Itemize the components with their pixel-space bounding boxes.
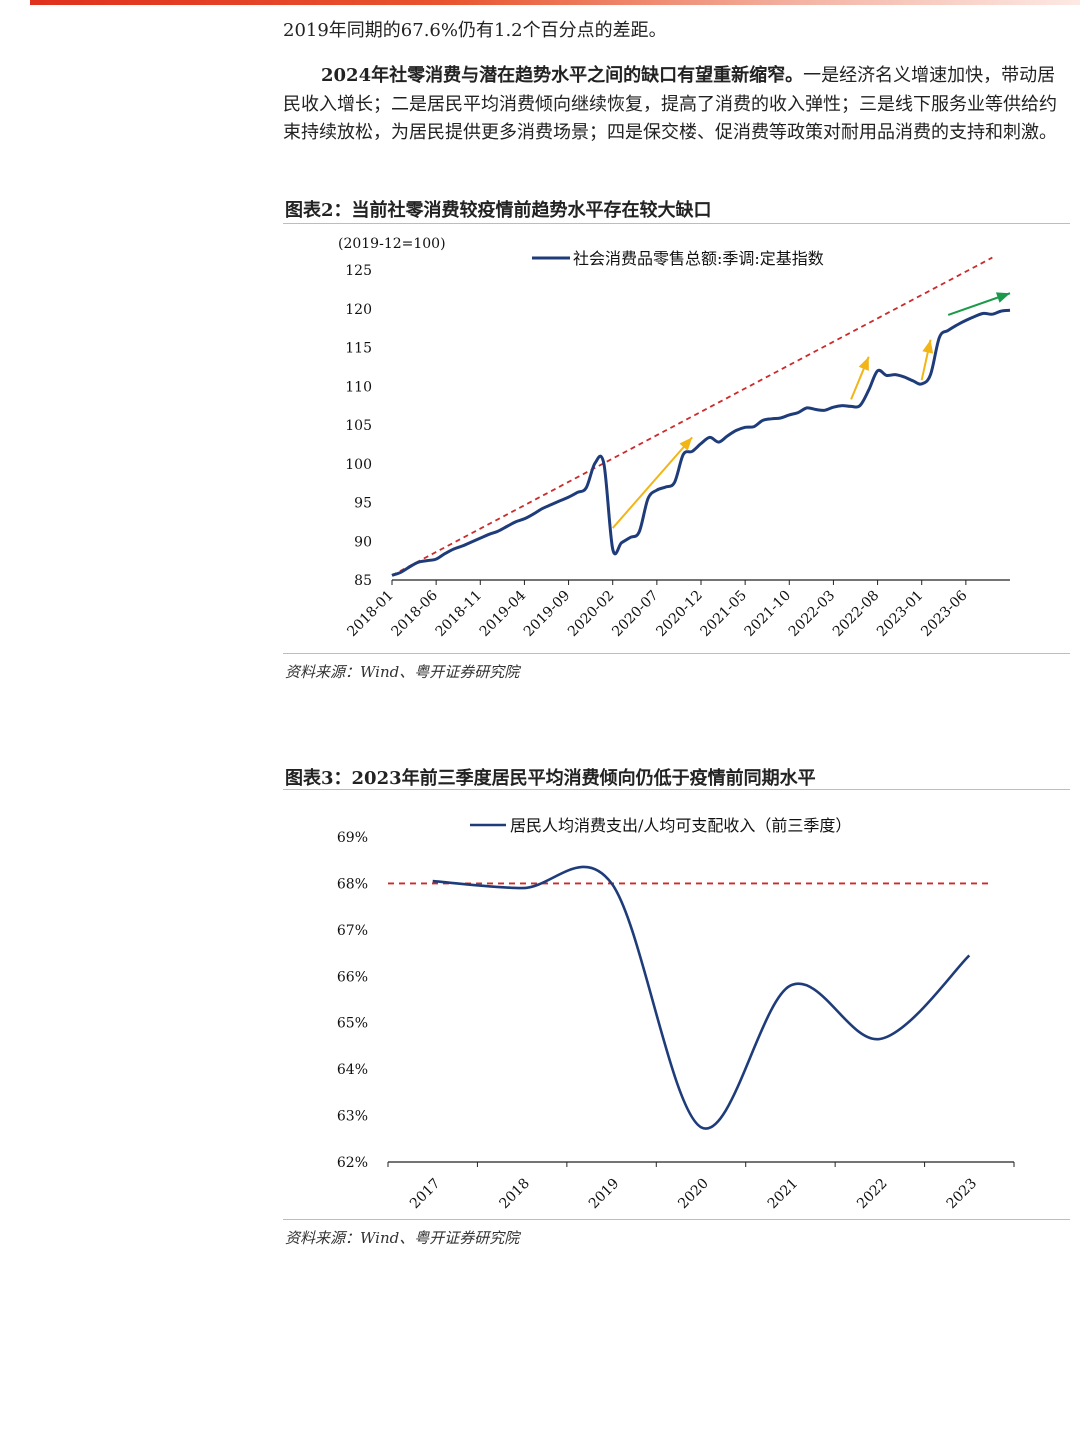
y-tick-label: 62% — [337, 1155, 368, 1171]
y-tick-label: 110 — [345, 379, 372, 395]
x-tick-label: 2021 — [765, 1176, 802, 1213]
y-tick-label: 125 — [345, 263, 372, 279]
figure-2-top-rule — [283, 223, 1070, 224]
trend-arrow-head — [922, 339, 934, 354]
y-tick-label: 69% — [337, 830, 368, 846]
y-tick-label: 66% — [337, 969, 368, 985]
series-line-retail-index — [391, 308, 1011, 577]
y-tick-label: 90 — [354, 534, 372, 550]
paragraph-2-lead: 2024年社零消费与潜在趋势水平之间的缺口有望重新缩窄。 — [321, 65, 804, 86]
figure-3-title: 图表3：2023年前三季度居民平均消费倾向仍低于疫情前同期水平 — [285, 768, 816, 789]
x-tick-label: 2022 — [854, 1176, 891, 1213]
y-tick-label: 85 — [354, 573, 372, 589]
legend-label: 社会消费品零售总额:季调:定基指数 — [573, 249, 824, 268]
figure-3-source: 资料来源：Wind、粤开证券研究院 — [285, 1229, 520, 1247]
series-line-consumption-ratio — [432, 865, 971, 1130]
paragraph-2-body: 一是经济名义增速加快，带动居民收入增长；二是居民平均消费倾向继续恢复，提高了消费… — [283, 65, 1057, 144]
trend-arrow-head — [679, 437, 693, 451]
figure-2-source: 资料来源：Wind、粤开证券研究院 — [285, 663, 520, 681]
x-tick-label: 2019 — [586, 1176, 623, 1213]
top-accent-bar — [30, 0, 1080, 5]
y-tick-label: 105 — [345, 418, 372, 434]
y-tick-label: 68% — [337, 876, 368, 892]
y-tick-label: 120 — [345, 302, 372, 318]
trend-arrow-shaft — [611, 436, 693, 529]
y-tick-label: 100 — [345, 457, 372, 473]
y-unit-label: (2019-12=100) — [338, 236, 446, 252]
trend-arrow-head — [995, 292, 1010, 303]
y-tick-label: 63% — [337, 1109, 368, 1125]
x-tick-label: 2018 — [496, 1176, 533, 1213]
legend-label: 居民人均消费支出/人均可支配收入（前三季度） — [510, 816, 851, 835]
paragraph-2: 2024年社零消费与潜在趋势水平之间的缺口有望重新缩窄。一是经济名义增速加快，带… — [283, 62, 1073, 148]
y-tick-label: 95 — [354, 496, 372, 512]
y-tick-label: 65% — [337, 1016, 368, 1032]
y-tick-label: 115 — [345, 341, 372, 357]
y-tick-label: 67% — [337, 923, 368, 939]
x-tick-label: 2017 — [407, 1176, 444, 1213]
x-tick-label: 2020 — [675, 1176, 712, 1213]
y-tick-label: 64% — [337, 1062, 368, 1078]
x-tick-label: 2023 — [944, 1176, 981, 1213]
figure-2-title: 图表2：当前社零消费较疫情前趋势水平存在较大缺口 — [285, 200, 712, 221]
paragraph-1: 2019年同期的67.6%仍有1.2个百分点的差距。 — [283, 20, 667, 41]
figure-2-chart: (2019-12=100)859095100105110115120125201… — [338, 236, 1011, 640]
trend-arrow-head — [858, 356, 869, 371]
figure-3-bottom-rule — [283, 1219, 1070, 1220]
figure-3-top-rule — [283, 789, 1070, 790]
figure-3-chart: 62% 63% 64% 65% 66% 67% 68% 69% 2017 2018 2019 2020… — [337, 816, 1015, 1213]
figure-2-bottom-rule — [283, 653, 1070, 654]
